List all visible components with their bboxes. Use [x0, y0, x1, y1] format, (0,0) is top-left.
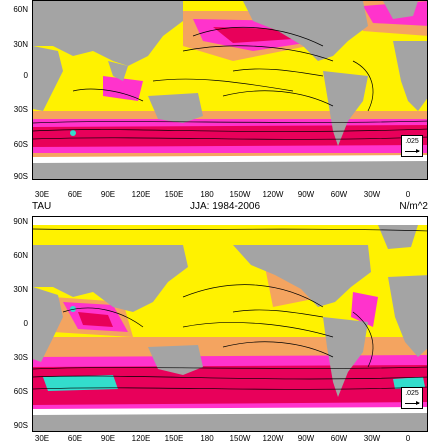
top-map-graphic [33, 1, 427, 179]
bottom-reference-arrow-icon [405, 401, 420, 405]
top-ylabel-90s: 90S [13, 172, 28, 181]
top-map-panel: .025 60N 30N 0 30S 60S 90S 30E 60E 90E 1… [0, 0, 440, 210]
top-ylabel-30s: 30S [13, 105, 28, 114]
top-reference-vector-box: .025 [401, 135, 423, 157]
bottom-ylabel-60n: 60N [13, 251, 28, 260]
top-ylabel-60n: 60N [13, 5, 28, 14]
bottom-ylabel-30s: 30S [13, 353, 28, 362]
bottom-ylabel-0: 0 [23, 319, 28, 328]
bottom-left-title: TAU [32, 201, 52, 212]
top-xlabel-60e: 60E [67, 190, 83, 199]
bottom-map-plot: .025 [32, 216, 428, 432]
bottom-ylabel-30n: 30N [13, 285, 28, 294]
top-xlabel-30e: 30E [34, 190, 50, 199]
top-xlabel-150w: 150W [229, 190, 251, 199]
top-xlabel-30w: 30W [363, 190, 381, 199]
top-xlabel-90e: 90E [100, 190, 116, 199]
bottom-right-title: N/m^2 [399, 201, 428, 212]
bottom-xlabel-150e: 150E [164, 434, 184, 443]
bottom-map-graphic [33, 217, 427, 431]
bottom-ylabel-90n: 90N [13, 217, 28, 226]
top-xlabel-60w: 60W [330, 190, 348, 199]
top-ylabel-60s: 60S [13, 140, 28, 149]
top-ylabel-0: 0 [23, 71, 28, 80]
bottom-xlabel-90w: 90W [297, 434, 315, 443]
bottom-xlabel-30w: 30W [363, 434, 381, 443]
top-reference-arrow-icon [405, 149, 420, 153]
bottom-xlabel-120e: 120E [131, 434, 151, 443]
bottom-reference-vector-label: .025 [405, 390, 419, 397]
top-xlabel-0: 0 [405, 190, 411, 199]
bottom-xlabel-90e: 90E [100, 434, 116, 443]
bottom-xlabel-0: 0 [405, 434, 411, 443]
top-xlabel-180: 180 [200, 190, 214, 199]
bottom-xlabel-150w: 150W [229, 434, 251, 443]
bottom-xlabel-60e: 60E [67, 434, 83, 443]
bottom-map-panel: .025 90N 60N 30N 0 30S 60S 90S 30E 60E 9… [0, 216, 440, 443]
bottom-xlabel-60w: 60W [330, 434, 348, 443]
bottom-ylabel-60s: 60S [13, 387, 28, 396]
bottom-reference-vector-box: .025 [401, 387, 423, 409]
top-map-plot: .025 [32, 0, 428, 180]
bottom-xlabel-30e: 30E [34, 434, 50, 443]
top-ylabel-30n: 30N [13, 40, 28, 49]
top-xlabel-90w: 90W [297, 190, 315, 199]
bottom-xlabel-180: 180 [200, 434, 214, 443]
top-xlabel-120w: 120W [262, 190, 284, 199]
top-xlabel-120e: 120E [131, 190, 151, 199]
bottom-xlabel-120w: 120W [262, 434, 284, 443]
top-xlabel-150e: 150E [164, 190, 184, 199]
bottom-ylabel-90s: 90S [13, 421, 28, 430]
top-reference-vector-label: .025 [405, 138, 419, 145]
bottom-center-title: JJA: 1984-2006 [190, 201, 261, 212]
